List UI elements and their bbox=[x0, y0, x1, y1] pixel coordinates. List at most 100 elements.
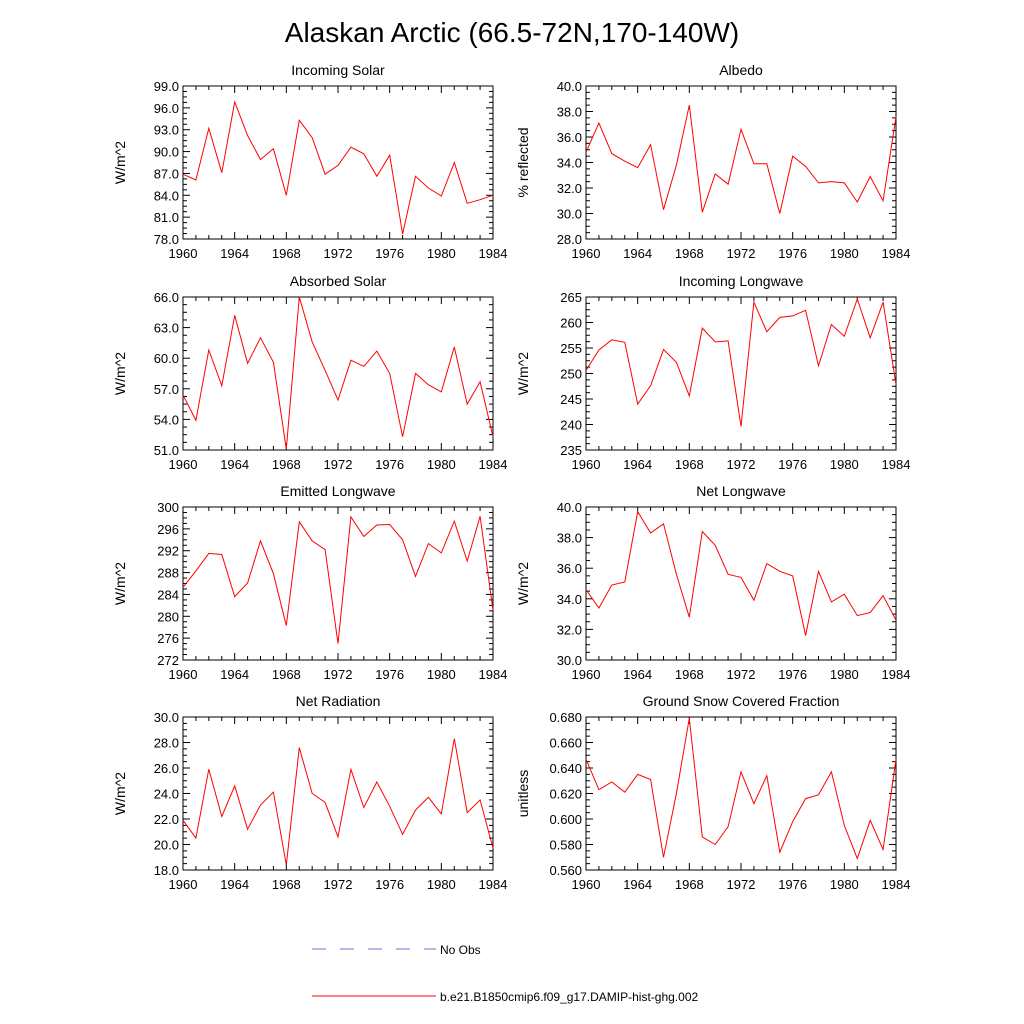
ground-snow-covered-fraction-xtick-label: 1960 bbox=[572, 877, 601, 892]
incoming-longwave-xtick-label: 1984 bbox=[882, 457, 911, 472]
incoming-solar-ytick-label: 78.0 bbox=[154, 232, 179, 247]
albedo-xtick-label: 1964 bbox=[623, 246, 652, 261]
emitted-longwave-ytick-label: 300 bbox=[157, 500, 179, 515]
emitted-longwave-xtick-label: 1960 bbox=[169, 667, 198, 682]
net-radiation-ytick-label: 28.0 bbox=[154, 736, 179, 751]
ground-snow-covered-fraction-ytick-label: 0.660 bbox=[549, 736, 582, 751]
absorbed-solar-xtick-label: 1968 bbox=[272, 457, 301, 472]
net-radiation-xtick-label: 1968 bbox=[272, 877, 301, 892]
net-longwave-series-line bbox=[585, 510, 897, 636]
absorbed-solar-ytick-label: 66.0 bbox=[154, 290, 179, 305]
incoming-solar-ytick-label: 87.0 bbox=[154, 166, 179, 181]
emitted-longwave-xtick-label: 1976 bbox=[375, 667, 404, 682]
incoming-solar-xtick-label: 1976 bbox=[375, 246, 404, 261]
absorbed-solar-xtick-label: 1972 bbox=[324, 457, 353, 472]
net-radiation-xtick-label: 1976 bbox=[375, 877, 404, 892]
net-longwave-frame bbox=[585, 506, 897, 661]
absorbed-solar-ytick-label: 60.0 bbox=[154, 351, 179, 366]
net-radiation-xtick-label: 1972 bbox=[324, 877, 353, 892]
incoming-solar-ytick-label: 96.0 bbox=[154, 101, 179, 116]
ground-snow-covered-fraction-ytick-label: 0.640 bbox=[549, 761, 582, 776]
incoming-longwave-panel: Incoming Longwave W/m^2 1960 1964 1968 1972 19… bbox=[515, 273, 910, 472]
model-legend-label: b.e21.B1850cmip6.f09_g17.DAMIP-hist-ghg.… bbox=[440, 990, 698, 1004]
emitted-longwave-ytick-label: 280 bbox=[157, 609, 179, 624]
incoming-solar-xtick-label: 1964 bbox=[220, 246, 249, 261]
emitted-longwave-ytick-label: 296 bbox=[157, 522, 179, 537]
net-radiation-title: Net Radiation bbox=[296, 693, 381, 709]
net-radiation-ytick-label: 18.0 bbox=[154, 863, 179, 878]
emitted-longwave-xtick-label: 1984 bbox=[479, 667, 508, 682]
incoming-solar-xtick-label: 1968 bbox=[272, 246, 301, 261]
albedo-series-line bbox=[585, 104, 897, 214]
emitted-longwave-frame bbox=[182, 506, 494, 661]
incoming-longwave-ytick-label: 265 bbox=[560, 290, 582, 305]
incoming-solar-frame bbox=[182, 85, 494, 240]
absorbed-solar-ylabel: W/m^2 bbox=[112, 352, 128, 395]
absorbed-solar-ytick-label: 54.0 bbox=[154, 412, 179, 427]
ground-snow-covered-fraction-xtick-label: 1980 bbox=[830, 877, 859, 892]
incoming-longwave-series-line bbox=[585, 297, 897, 427]
incoming-longwave-xtick-label: 1976 bbox=[778, 457, 807, 472]
net-radiation-ytick-label: 20.0 bbox=[154, 838, 179, 853]
incoming-longwave-xtick-label: 1964 bbox=[623, 457, 652, 472]
net-longwave-ytick-label: 36.0 bbox=[557, 561, 582, 576]
legend: No Obs b.e21.B1850cmip6.f09_g17.DAMIP-hi… bbox=[312, 943, 698, 1004]
albedo-panel: Albedo % reflected 1960 1964 1968 1972 1976 198… bbox=[515, 62, 910, 261]
incoming-longwave-xtick-label: 1968 bbox=[675, 457, 704, 472]
ground-snow-covered-fraction-xtick-label: 1976 bbox=[778, 877, 807, 892]
incoming-solar-xtick-label: 1960 bbox=[169, 246, 198, 261]
emitted-longwave-ylabel: W/m^2 bbox=[112, 562, 128, 605]
ground-snow-covered-fraction-panel: Ground Snow Covered Fraction unitless 1960… bbox=[515, 693, 910, 892]
net-longwave-ytick-label: 40.0 bbox=[557, 500, 582, 515]
incoming-solar-series-line bbox=[182, 100, 494, 235]
albedo-ytick-label: 32.0 bbox=[557, 181, 582, 196]
absorbed-solar-xtick-label: 1980 bbox=[427, 457, 456, 472]
net-radiation-ytick-label: 30.0 bbox=[154, 710, 179, 725]
incoming-solar-ytick-label: 93.0 bbox=[154, 123, 179, 138]
emitted-longwave-title: Emitted Longwave bbox=[280, 483, 395, 499]
incoming-longwave-ytick-label: 240 bbox=[560, 418, 582, 433]
albedo-xtick-label: 1980 bbox=[830, 246, 859, 261]
figure-title: Alaskan Arctic (66.5-72N,170-140W) bbox=[285, 17, 739, 48]
incoming-longwave-title: Incoming Longwave bbox=[679, 273, 804, 289]
net-longwave-xtick-label: 1972 bbox=[727, 667, 756, 682]
net-radiation-series-line bbox=[182, 738, 494, 865]
ground-snow-covered-fraction-xtick-label: 1964 bbox=[623, 877, 652, 892]
emitted-longwave-ytick-label: 276 bbox=[157, 631, 179, 646]
net-radiation-xtick-label: 1984 bbox=[479, 877, 508, 892]
albedo-ytick-label: 40.0 bbox=[557, 79, 582, 94]
net-longwave-xtick-label: 1968 bbox=[675, 667, 704, 682]
incoming-longwave-ylabel: W/m^2 bbox=[515, 352, 531, 395]
emitted-longwave-xtick-label: 1964 bbox=[220, 667, 249, 682]
absorbed-solar-xtick-label: 1976 bbox=[375, 457, 404, 472]
albedo-ytick-label: 28.0 bbox=[557, 232, 582, 247]
net-longwave-ytick-label: 38.0 bbox=[557, 531, 582, 546]
net-longwave-xtick-label: 1960 bbox=[572, 667, 601, 682]
absorbed-solar-series-line bbox=[182, 296, 494, 450]
ground-snow-covered-fraction-frame bbox=[585, 716, 897, 871]
net-radiation-ytick-label: 22.0 bbox=[154, 812, 179, 827]
incoming-solar-title: Incoming Solar bbox=[291, 62, 385, 78]
net-radiation-ytick-label: 26.0 bbox=[154, 761, 179, 776]
net-longwave-ytick-label: 30.0 bbox=[557, 653, 582, 668]
incoming-solar-ytick-label: 81.0 bbox=[154, 210, 179, 225]
ground-snow-covered-fraction-ytick-label: 0.680 bbox=[549, 710, 582, 725]
albedo-title: Albedo bbox=[719, 62, 763, 78]
net-radiation-xtick-label: 1980 bbox=[427, 877, 456, 892]
albedo-xtick-label: 1960 bbox=[572, 246, 601, 261]
absorbed-solar-xtick-label: 1960 bbox=[169, 457, 198, 472]
albedo-ylabel: % reflected bbox=[515, 127, 531, 197]
incoming-longwave-ytick-label: 235 bbox=[560, 443, 582, 458]
net-longwave-title: Net Longwave bbox=[696, 483, 786, 499]
net-longwave-xtick-label: 1976 bbox=[778, 667, 807, 682]
albedo-xtick-label: 1972 bbox=[727, 246, 756, 261]
incoming-solar-ytick-label: 99.0 bbox=[154, 79, 179, 94]
net-longwave-ytick-label: 32.0 bbox=[557, 622, 582, 637]
emitted-longwave-panel: Emitted Longwave W/m^2 1960 1964 1968 1972 197… bbox=[112, 483, 507, 682]
incoming-longwave-ytick-label: 250 bbox=[560, 367, 582, 382]
panel-grid: Incoming Solar W/m^2 1960 1964 1968 1972 1976 1… bbox=[112, 62, 910, 892]
incoming-solar-xtick-label: 1972 bbox=[324, 246, 353, 261]
albedo-frame bbox=[585, 85, 897, 240]
net-longwave-xtick-label: 1964 bbox=[623, 667, 652, 682]
emitted-longwave-series-line bbox=[182, 515, 494, 644]
